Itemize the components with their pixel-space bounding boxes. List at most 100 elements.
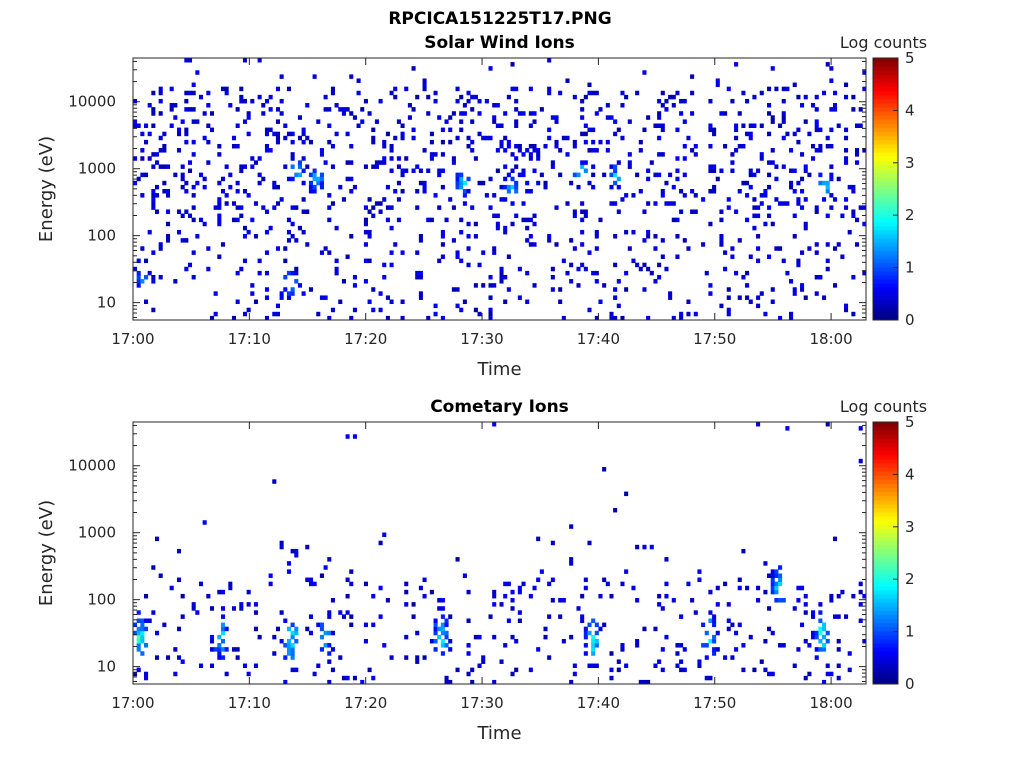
heatmap-cell: [528, 667, 533, 673]
heatmap-cell: [708, 589, 713, 595]
heatmap-cell: [675, 127, 680, 133]
heatmap-cell: [591, 90, 596, 96]
heatmap-cell: [290, 234, 295, 239]
heatmap-cell: [748, 184, 753, 190]
heatmap-cell: [679, 659, 684, 664]
heatmap-cell: [305, 544, 310, 550]
heatmap-cell: [829, 172, 834, 178]
heatmap-cell: [778, 123, 783, 128]
heatmap-cell: [635, 172, 640, 178]
heatmap-cell: [594, 234, 599, 239]
heatmap-cell: [778, 598, 783, 603]
colorbar-step: [873, 82, 898, 88]
colorbar-step: [873, 74, 898, 79]
heatmap-cell: [734, 209, 739, 214]
heatmap-cell: [759, 123, 764, 128]
heatmap-cell: [532, 585, 537, 591]
heatmap-cell: [173, 103, 178, 108]
heatmap-cell: [151, 250, 156, 255]
heatmap-cell: [763, 667, 768, 673]
heatmap-cell: [352, 434, 357, 439]
colorbar-step: [873, 638, 898, 644]
heatmap-cell: [433, 152, 438, 157]
heatmap-cell: [792, 234, 797, 239]
heatmap-cell: [756, 303, 761, 309]
heatmap-cell: [140, 193, 145, 198]
heatmap-cell: [473, 234, 478, 239]
heatmap-cell: [418, 295, 423, 300]
y-tick-label: 10: [97, 294, 116, 312]
heatmap-cell: [814, 107, 819, 112]
heatmap-cell: [363, 221, 368, 227]
heatmap-cell: [818, 180, 823, 186]
colorbar-tick-label: 1: [905, 623, 915, 641]
heatmap-cell: [363, 164, 368, 169]
heatmap-cell: [774, 598, 779, 603]
heatmap-cell: [448, 679, 453, 685]
heatmap-cell: [246, 115, 251, 120]
heatmap-cell: [510, 201, 515, 206]
heatmap-cell: [294, 553, 299, 558]
heatmap-cell: [583, 634, 588, 640]
heatmap-cell: [792, 168, 797, 174]
heatmap-cell: [264, 131, 270, 137]
heatmap-cell: [767, 172, 772, 178]
heatmap-cell: [144, 274, 149, 280]
heatmap-cell: [499, 184, 504, 190]
heatmap-cell: [510, 168, 515, 174]
heatmap-cell: [341, 197, 346, 202]
heatmap-cell: [217, 180, 222, 186]
colorbar-step: [873, 614, 898, 619]
heatmap-cell: [440, 168, 445, 174]
heatmap-cell: [198, 663, 204, 669]
heatmap-cell: [217, 201, 222, 206]
colorbar-tick-label: 2: [905, 570, 915, 588]
colorbar-step: [873, 234, 898, 239]
heatmap-cell: [385, 131, 390, 137]
heatmap-cell: [133, 156, 138, 161]
heatmap-cell: [246, 589, 251, 595]
heatmap-cell: [418, 274, 423, 280]
heatmap-cell: [598, 626, 603, 632]
heatmap-cell: [488, 614, 493, 619]
heatmap-cell: [264, 143, 270, 149]
heatmap-cell: [767, 626, 772, 632]
heatmap-cell: [506, 581, 511, 587]
heatmap-cell: [294, 638, 299, 644]
heatmap-cell: [235, 647, 240, 652]
colorbar-step: [873, 679, 898, 685]
heatmap-cell: [609, 164, 614, 169]
heatmap-cell: [547, 614, 552, 619]
heatmap-cell: [253, 626, 259, 632]
panel-solar-wind: 17:00 17:10 17:20 17:30 17:40 17:50 18:0010100…: [36, 33, 927, 380]
heatmap-cell: [734, 123, 739, 128]
heatmap-cell: [411, 602, 416, 607]
heatmap-cell: [686, 246, 691, 251]
heatmap-cell: [653, 626, 658, 632]
heatmap-cell: [664, 98, 669, 104]
heatmap-cell: [572, 671, 577, 677]
heatmap-cell: [547, 58, 552, 63]
heatmap-cell: [657, 262, 662, 268]
heatmap-cell: [609, 675, 614, 681]
heatmap-cell: [184, 127, 189, 133]
heatmap-cell: [510, 176, 515, 182]
heatmap-cell: [444, 630, 449, 636]
heatmap-cell: [144, 593, 149, 599]
heatmap-cell: [363, 242, 368, 247]
heatmap-cell: [349, 315, 354, 321]
heatmap-cell: [657, 659, 662, 664]
heatmap-cell: [492, 283, 497, 288]
heatmap-cell: [616, 667, 621, 673]
heatmap-cell: [609, 172, 614, 178]
heatmap-cell: [583, 266, 588, 272]
heatmap-cell: [550, 287, 555, 292]
heatmap-cell: [851, 209, 856, 214]
heatmap-cell: [528, 123, 533, 128]
heatmap-cell: [429, 638, 434, 644]
x-tick-label: 18:00: [809, 330, 852, 348]
heatmap-cell: [741, 548, 746, 554]
heatmap-cell: [583, 131, 588, 137]
heatmap-cell: [561, 258, 566, 264]
heatmap-cell: [855, 148, 860, 153]
